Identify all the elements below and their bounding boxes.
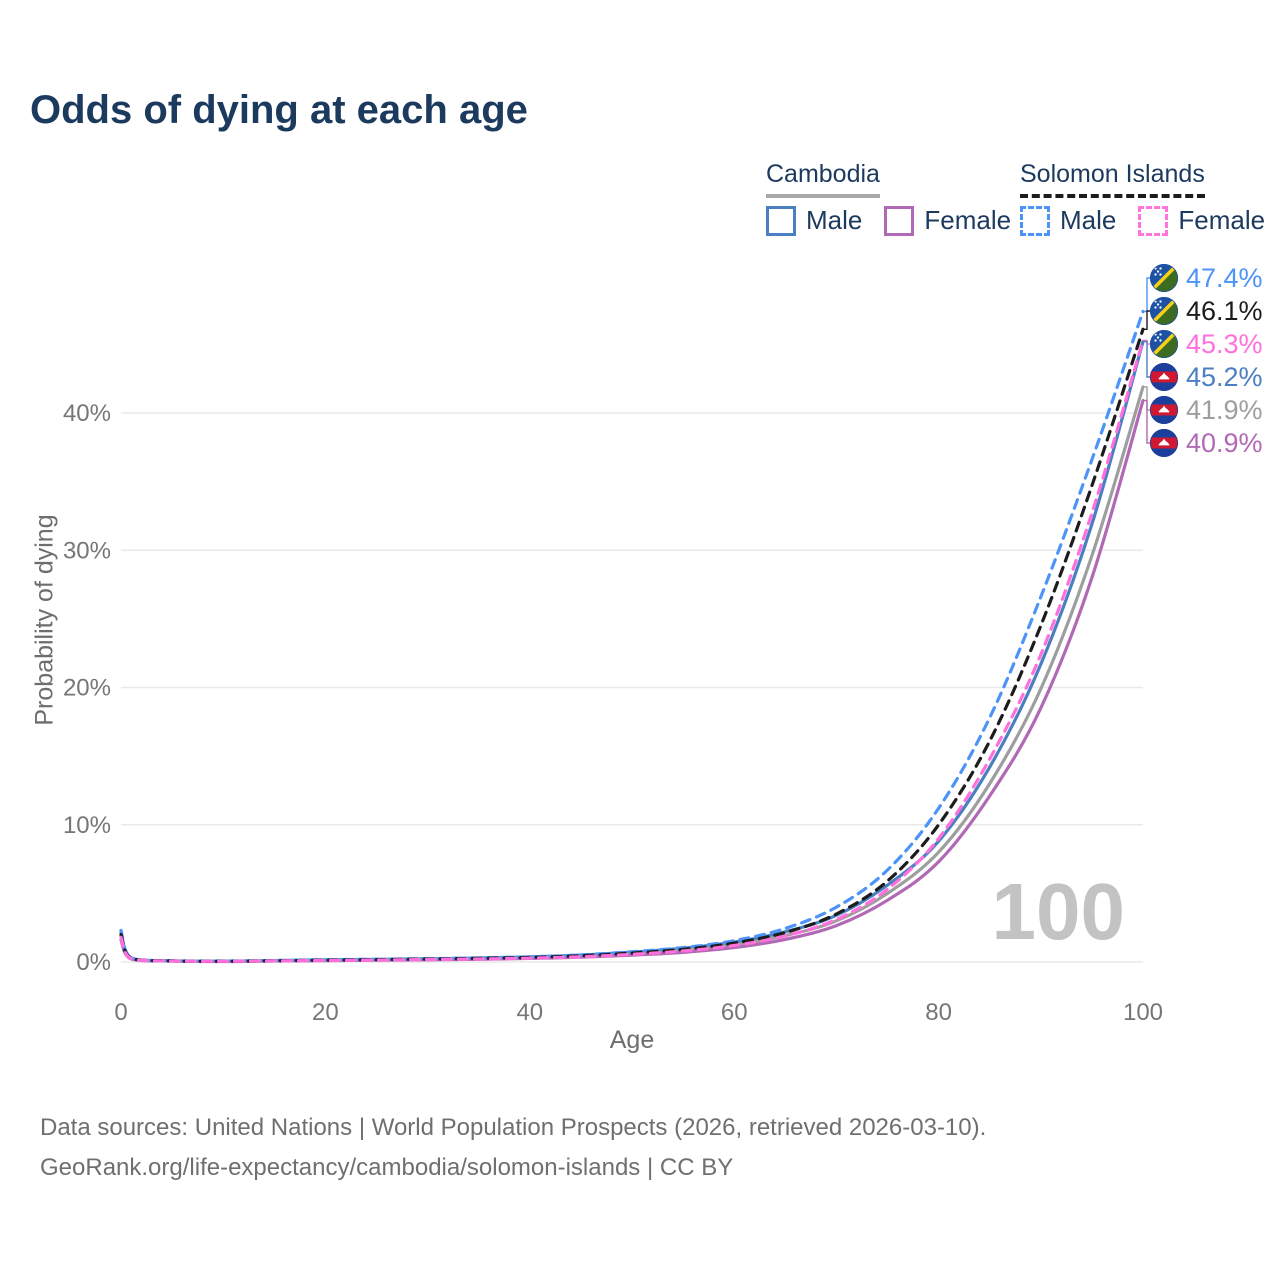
y-tick-10%: 10% — [63, 812, 111, 839]
legend-swatch-cambodia-male[interactable] — [766, 205, 796, 236]
legend-heading-solomon-islands[interactable]: Solomon Islands — [1020, 160, 1205, 198]
x-tick-100: 100 — [1123, 999, 1163, 1026]
legend-label-cambodia-male[interactable]: Male — [806, 205, 863, 235]
line-solomon-islands-female[interactable] — [119, 338, 1145, 963]
flag-icon-cambodia — [1150, 363, 1178, 391]
end-value-solomon-islands-both: 46.1% — [1186, 296, 1263, 326]
y-axis-title: Probability of dying — [30, 514, 59, 726]
label-connector-41.9% — [1143, 386, 1150, 411]
legend-label-solomon-female[interactable]: Female — [1178, 205, 1266, 235]
end-labels: 47.4%46.1%45.3%45.2%41.9%40.9% — [1143, 263, 1263, 458]
footer: Data sources: United Nations | World Pop… — [40, 1108, 986, 1188]
y-tick-30%: 30% — [63, 537, 111, 564]
page-title: Odds of dying at each age — [30, 88, 528, 132]
flag-icon-solomon — [1149, 329, 1179, 359]
y-tick-20%: 20% — [63, 675, 111, 702]
attribution-line: GeoRank.org/life-expectancy/cambodia/sol… — [40, 1154, 734, 1181]
y-tick-0%: 0% — [76, 949, 111, 976]
flag-icon-solomon — [1149, 263, 1179, 293]
x-tick-60: 60 — [721, 999, 748, 1026]
age-counter-watermark: 100 — [991, 867, 1125, 956]
end-value-cambodia-both: 41.9% — [1186, 395, 1263, 425]
legend-swatch-solomon-male[interactable] — [1020, 205, 1050, 236]
end-value-cambodia-female: 40.9% — [1186, 428, 1263, 458]
legend-heading-cambodia[interactable]: Cambodia — [766, 160, 880, 198]
x-tick-40: 40 — [516, 999, 543, 1026]
legend-group-cambodia: Cambodia Male Female — [766, 160, 1023, 236]
flag-icon-solomon — [1149, 296, 1179, 326]
x-tick-80: 80 — [925, 999, 952, 1026]
x-tick-0: 0 — [114, 999, 127, 1026]
flag-icon-cambodia — [1150, 429, 1178, 457]
legend-label-solomon-male[interactable]: Male — [1060, 205, 1117, 235]
axis-ticks: 0% 10% 20% 30% 40% 0 20 40 60 80 100 — [63, 400, 1163, 1026]
flag-icon-cambodia — [1150, 396, 1178, 424]
end-value-solomon-islands-female: 45.3% — [1186, 329, 1263, 359]
line-solomon-islands-male[interactable] — [119, 309, 1145, 963]
end-value-solomon-islands-male: 47.4% — [1186, 263, 1263, 293]
legend-label-cambodia-female[interactable]: Female — [924, 205, 1012, 235]
label-connector-46.1% — [1143, 310, 1150, 330]
y-tick-40%: 40% — [63, 400, 111, 427]
series-lines — [119, 309, 1145, 964]
label-connector-47.4% — [1143, 277, 1150, 313]
label-connector-40.9% — [1143, 399, 1150, 444]
label-connector-45.2% — [1143, 340, 1150, 378]
legend-swatch-solomon-female[interactable] — [1138, 205, 1169, 236]
legend-swatch-cambodia-female[interactable] — [884, 205, 915, 236]
data-sources-line: Data sources: United Nations | World Pop… — [40, 1114, 987, 1141]
x-tick-20: 20 — [312, 999, 339, 1026]
end-value-cambodia-male: 45.2% — [1186, 362, 1263, 392]
legend-group-solomon-islands: Solomon Islands Male Female — [1020, 160, 1277, 236]
x-axis-title: Age — [609, 1026, 655, 1054]
